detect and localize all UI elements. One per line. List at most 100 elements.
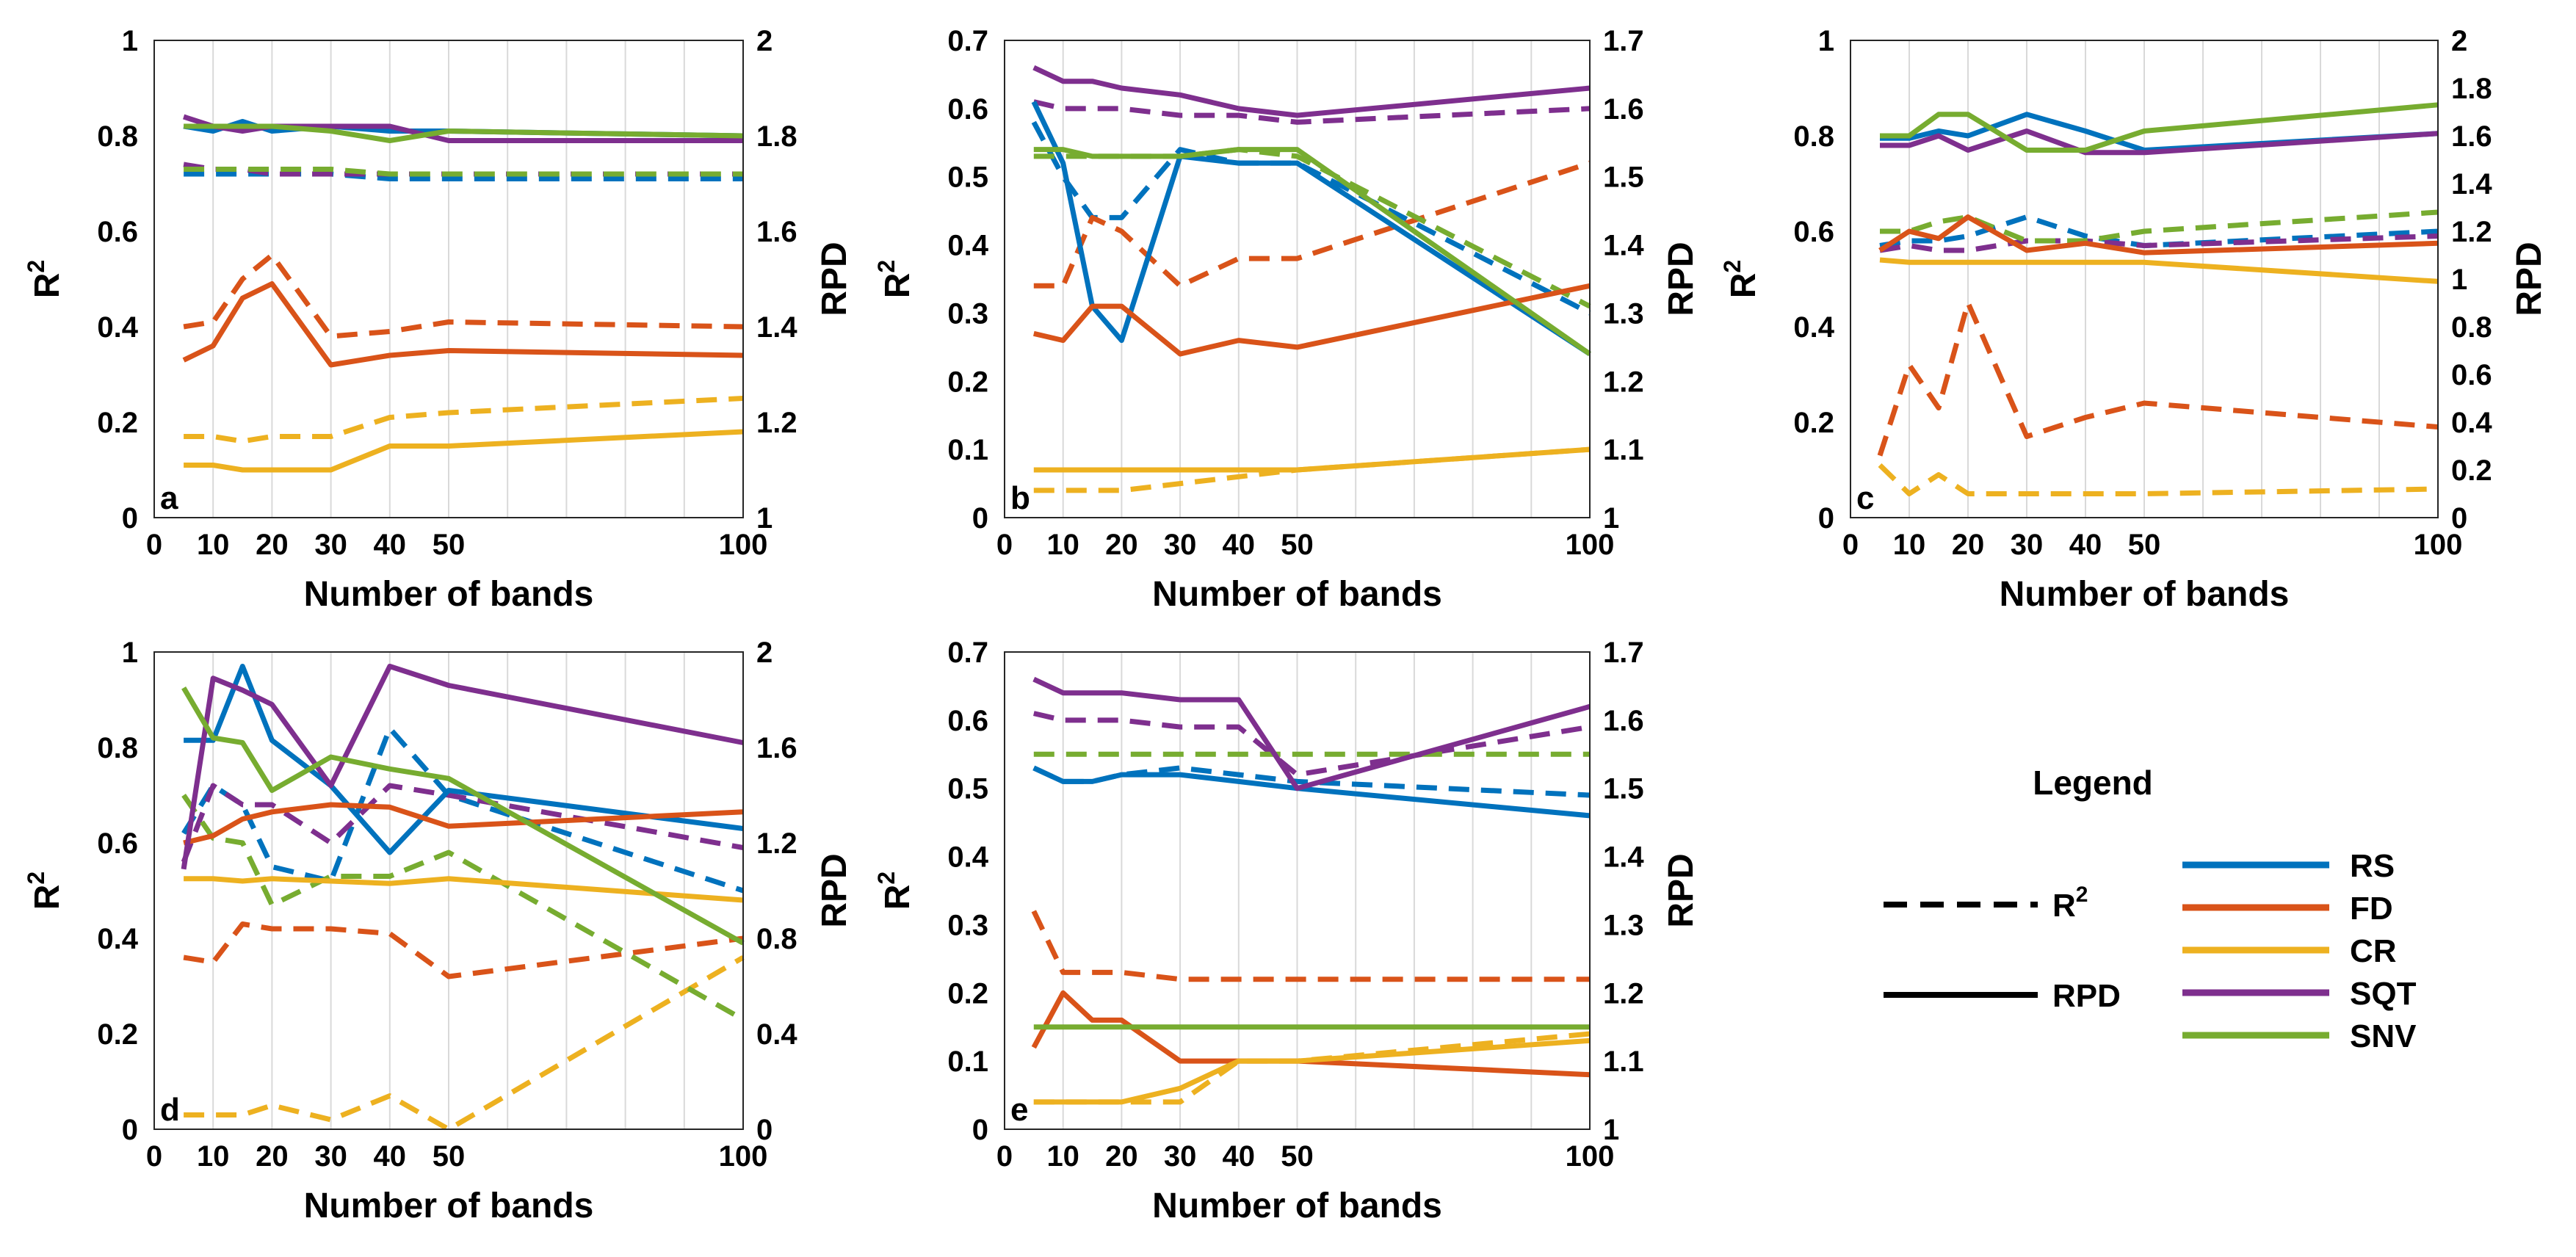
y-left-axis-label-sup: 2	[23, 872, 49, 885]
y-left-tick-label: 0.4	[947, 841, 988, 874]
y-left-axis-label-base: R	[878, 273, 917, 299]
y-left-tick-label: 0.1	[947, 434, 988, 466]
y-right-tick-label: 1.4	[1603, 841, 1644, 874]
series-cr-r2	[1033, 446, 1591, 493]
panel-e: 0 10 20 30 40 50 100 0 0.1 0.2 0.3 0.4 0.5 0.6 0.7 1 1.1…	[873, 637, 1701, 1225]
y-right-tick-label: 0.6	[2451, 359, 2492, 391]
y-right-tick-label: 2	[756, 637, 773, 669]
panel-d: 0 10 20 30 40 50 10000.20.40.60.8100.40.81.21.…	[23, 637, 854, 1225]
series-cr-r2	[1878, 463, 2439, 496]
y-right-tick-label: 0	[2451, 502, 2467, 535]
series-cr-rpd	[1033, 1037, 1591, 1105]
y-left-tick-label: 0.4	[947, 230, 988, 262]
y-right-tick-label: 1.1	[1603, 1046, 1644, 1078]
x-tick-label: 40	[374, 1140, 407, 1173]
y-left-axis-label-base: R	[1724, 273, 1763, 299]
series-cr-r2	[184, 954, 745, 1132]
y-left-axis-label-sup: 2	[23, 260, 49, 273]
y-left-tick-label: 0	[1818, 502, 1834, 535]
y-right-tick-label: 1	[1603, 502, 1619, 535]
x-tick-label: 10	[1893, 529, 1926, 561]
x-axis-label: Number of bands	[304, 1187, 594, 1225]
series-sqt-rpd	[1880, 128, 2439, 156]
x-tick-label: 100	[1566, 1140, 1615, 1173]
y-right-axis-label: RPD	[815, 242, 854, 316]
y-left-tick-label: 0.7	[947, 25, 988, 57]
x-tick-label: 30	[1164, 529, 1197, 561]
y-left-tick-label: 0.8	[1793, 120, 1834, 153]
x-tick-label: 40	[1223, 1140, 1256, 1173]
legend-linestyle-label: R2	[2052, 883, 2088, 924]
y-left-tick-label: 0.5	[947, 162, 988, 194]
legend-linestyle-label-base: R	[2052, 888, 2076, 924]
series-cr-rpd	[1879, 257, 2439, 284]
series-snv-rpd	[181, 687, 745, 946]
y-left-tick-label: 0.2	[97, 1018, 138, 1051]
y-left-tick-label: 0.3	[947, 297, 988, 330]
series-snv-rpd	[1033, 147, 1592, 356]
legend-linestyle-label-base: RPD	[2052, 978, 2121, 1014]
x-axis-label: Number of bands	[2000, 575, 2290, 614]
panel-letter: e	[1010, 1092, 1028, 1128]
y-right-tick-label: 2	[2451, 25, 2467, 57]
y-left-tick-label: 0	[122, 1114, 138, 1146]
y-right-tick-label: 1.5	[1603, 162, 1644, 194]
plot-frame	[1850, 40, 2439, 518]
y-right-tick-label: 1.6	[1603, 705, 1644, 737]
series-snv-r2	[184, 167, 743, 177]
series-rs-rpd	[184, 664, 744, 855]
x-tick-label: 0	[996, 1140, 1013, 1173]
y-right-tick-label: 1.6	[1603, 93, 1644, 126]
legend-series-label: SQT	[2350, 976, 2417, 1012]
x-tick-label: 10	[1046, 1140, 1079, 1173]
y-left-axis-label: R2	[23, 872, 67, 910]
x-tick-label: 50	[2128, 529, 2161, 561]
x-tick-label: 0	[146, 1140, 162, 1173]
y-right-tick-label: 1	[756, 502, 773, 535]
series-fd-r2	[183, 253, 744, 339]
plot-frame	[153, 40, 744, 518]
panel-a: 0 10 20 30 40 50 100 0 0.2 0.4 0.6 0.8 1 1 1.2 1.4 1.6 1.…	[23, 25, 854, 614]
y-right-tick-label: 1.4	[756, 311, 797, 344]
y-left-axis-label: R2	[23, 260, 67, 298]
legend: Legend R2 RPD RS FD CR SQT SNV	[1884, 764, 2417, 1054]
series-fd-r2	[1877, 300, 2439, 457]
series-sqt-r2	[181, 783, 744, 863]
y-right-tick-label: 0.2	[2451, 454, 2492, 487]
y-right-tick-label: 0.8	[756, 923, 797, 955]
series-sqt-r2	[1033, 99, 1591, 125]
y-left-tick-label: 0.8	[97, 120, 138, 153]
y-left-axis-label: R2	[1719, 260, 1763, 298]
y-left-tick-label: 0.6	[97, 216, 138, 248]
y-right-axis-label: RPD	[1662, 242, 1701, 316]
series-fd-r2	[183, 921, 744, 979]
y-right-tick-label: 1.5	[1603, 773, 1644, 805]
x-tick-label: 50	[433, 1140, 466, 1173]
plot-frame	[1004, 651, 1591, 1130]
y-right-tick-label: 1.4	[2451, 168, 2492, 200]
y-left-axis-label-sup: 2	[1719, 260, 1745, 273]
panel-letter: a	[160, 480, 178, 516]
y-right-tick-label: 0.8	[2451, 311, 2492, 344]
y-left-tick-label: 0.2	[947, 366, 988, 398]
series-sqt-rpd	[1032, 65, 1591, 118]
series-rs-r2	[184, 171, 743, 181]
y-right-tick-label: 1.7	[1603, 25, 1644, 57]
legend-title: Legend	[2033, 764, 2153, 802]
y-left-axis-label: R2	[873, 872, 917, 910]
x-tick-label: 20	[1952, 529, 1985, 561]
y-left-tick-label: 0.6	[947, 93, 988, 126]
series-sqt-rpd	[181, 664, 744, 870]
x-tick-label: 30	[314, 1140, 347, 1173]
x-tick-label: 30	[314, 529, 347, 561]
y-left-tick-label: 0.3	[947, 909, 988, 941]
x-tick-label: 10	[197, 529, 230, 561]
y-left-axis-label-sup: 2	[873, 872, 900, 885]
y-right-tick-label: 1.8	[2451, 73, 2492, 105]
x-tick-label: 40	[1223, 529, 1256, 561]
x-tick-label: 30	[1164, 1140, 1197, 1173]
y-right-tick-label: 1.2	[1603, 366, 1644, 398]
series-cr-r2	[184, 396, 744, 444]
y-right-tick-label: 1.2	[756, 407, 797, 439]
